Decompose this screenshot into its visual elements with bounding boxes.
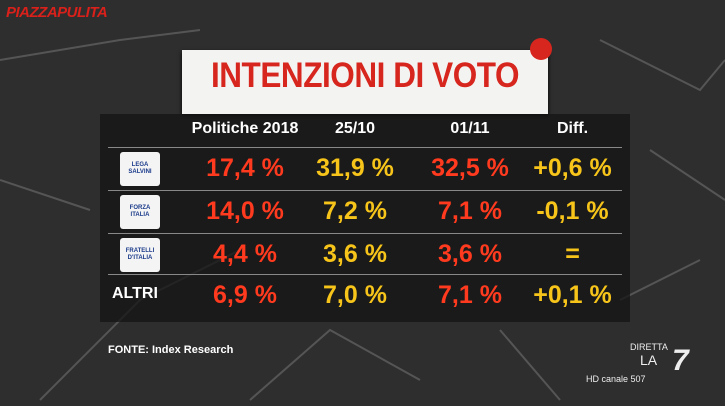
party-logo: FRATELLI D'ITALIA bbox=[120, 238, 160, 272]
pin bbox=[530, 38, 552, 60]
table-panel bbox=[100, 114, 630, 322]
cell: 7,1 % bbox=[438, 197, 502, 225]
cell: +0,1 % bbox=[533, 281, 612, 309]
cell: 3,6 % bbox=[323, 240, 387, 268]
cell: 31,9 % bbox=[316, 154, 394, 182]
column-header: Diff. bbox=[556, 120, 589, 137]
column-header: Politiche 2018 bbox=[191, 120, 299, 137]
column-header: 01/11 bbox=[450, 120, 490, 137]
row-label: ALTRI bbox=[112, 285, 158, 302]
cell: 7,2 % bbox=[323, 197, 387, 225]
cell: 3,6 % bbox=[438, 240, 502, 268]
row-separator bbox=[108, 147, 622, 148]
party-logo: FORZA ITALIA bbox=[120, 195, 160, 229]
party-logo: LEGA SALVINI bbox=[120, 152, 160, 186]
show-logo: PIAZZAPULITA bbox=[6, 4, 108, 21]
row-separator bbox=[108, 233, 622, 234]
cell: = bbox=[565, 240, 580, 268]
row-separator bbox=[108, 190, 622, 191]
cell: 4,4 % bbox=[213, 240, 277, 268]
channel-hd: HD canale 507 bbox=[586, 374, 646, 384]
cell: -0,1 % bbox=[536, 197, 609, 225]
cell: 7,0 % bbox=[323, 281, 387, 309]
channel-number: 7 bbox=[672, 344, 689, 377]
channel-name: LA bbox=[640, 352, 658, 368]
live-label: DIRETTA bbox=[630, 342, 668, 352]
row-separator bbox=[108, 274, 622, 275]
cell: 32,5 % bbox=[431, 154, 509, 182]
cell: +0,6 % bbox=[533, 154, 612, 182]
column-header: 25/10 bbox=[334, 120, 376, 137]
cell: 7,1 % bbox=[438, 281, 502, 309]
cell: 14,0 % bbox=[206, 197, 284, 225]
source: FONTE: Index Research bbox=[108, 344, 234, 356]
cell: 6,9 % bbox=[213, 281, 277, 309]
title-paper bbox=[182, 50, 548, 114]
cell: 17,4 % bbox=[206, 154, 284, 182]
title: INTENZIONI DI VOTO bbox=[210, 56, 520, 95]
